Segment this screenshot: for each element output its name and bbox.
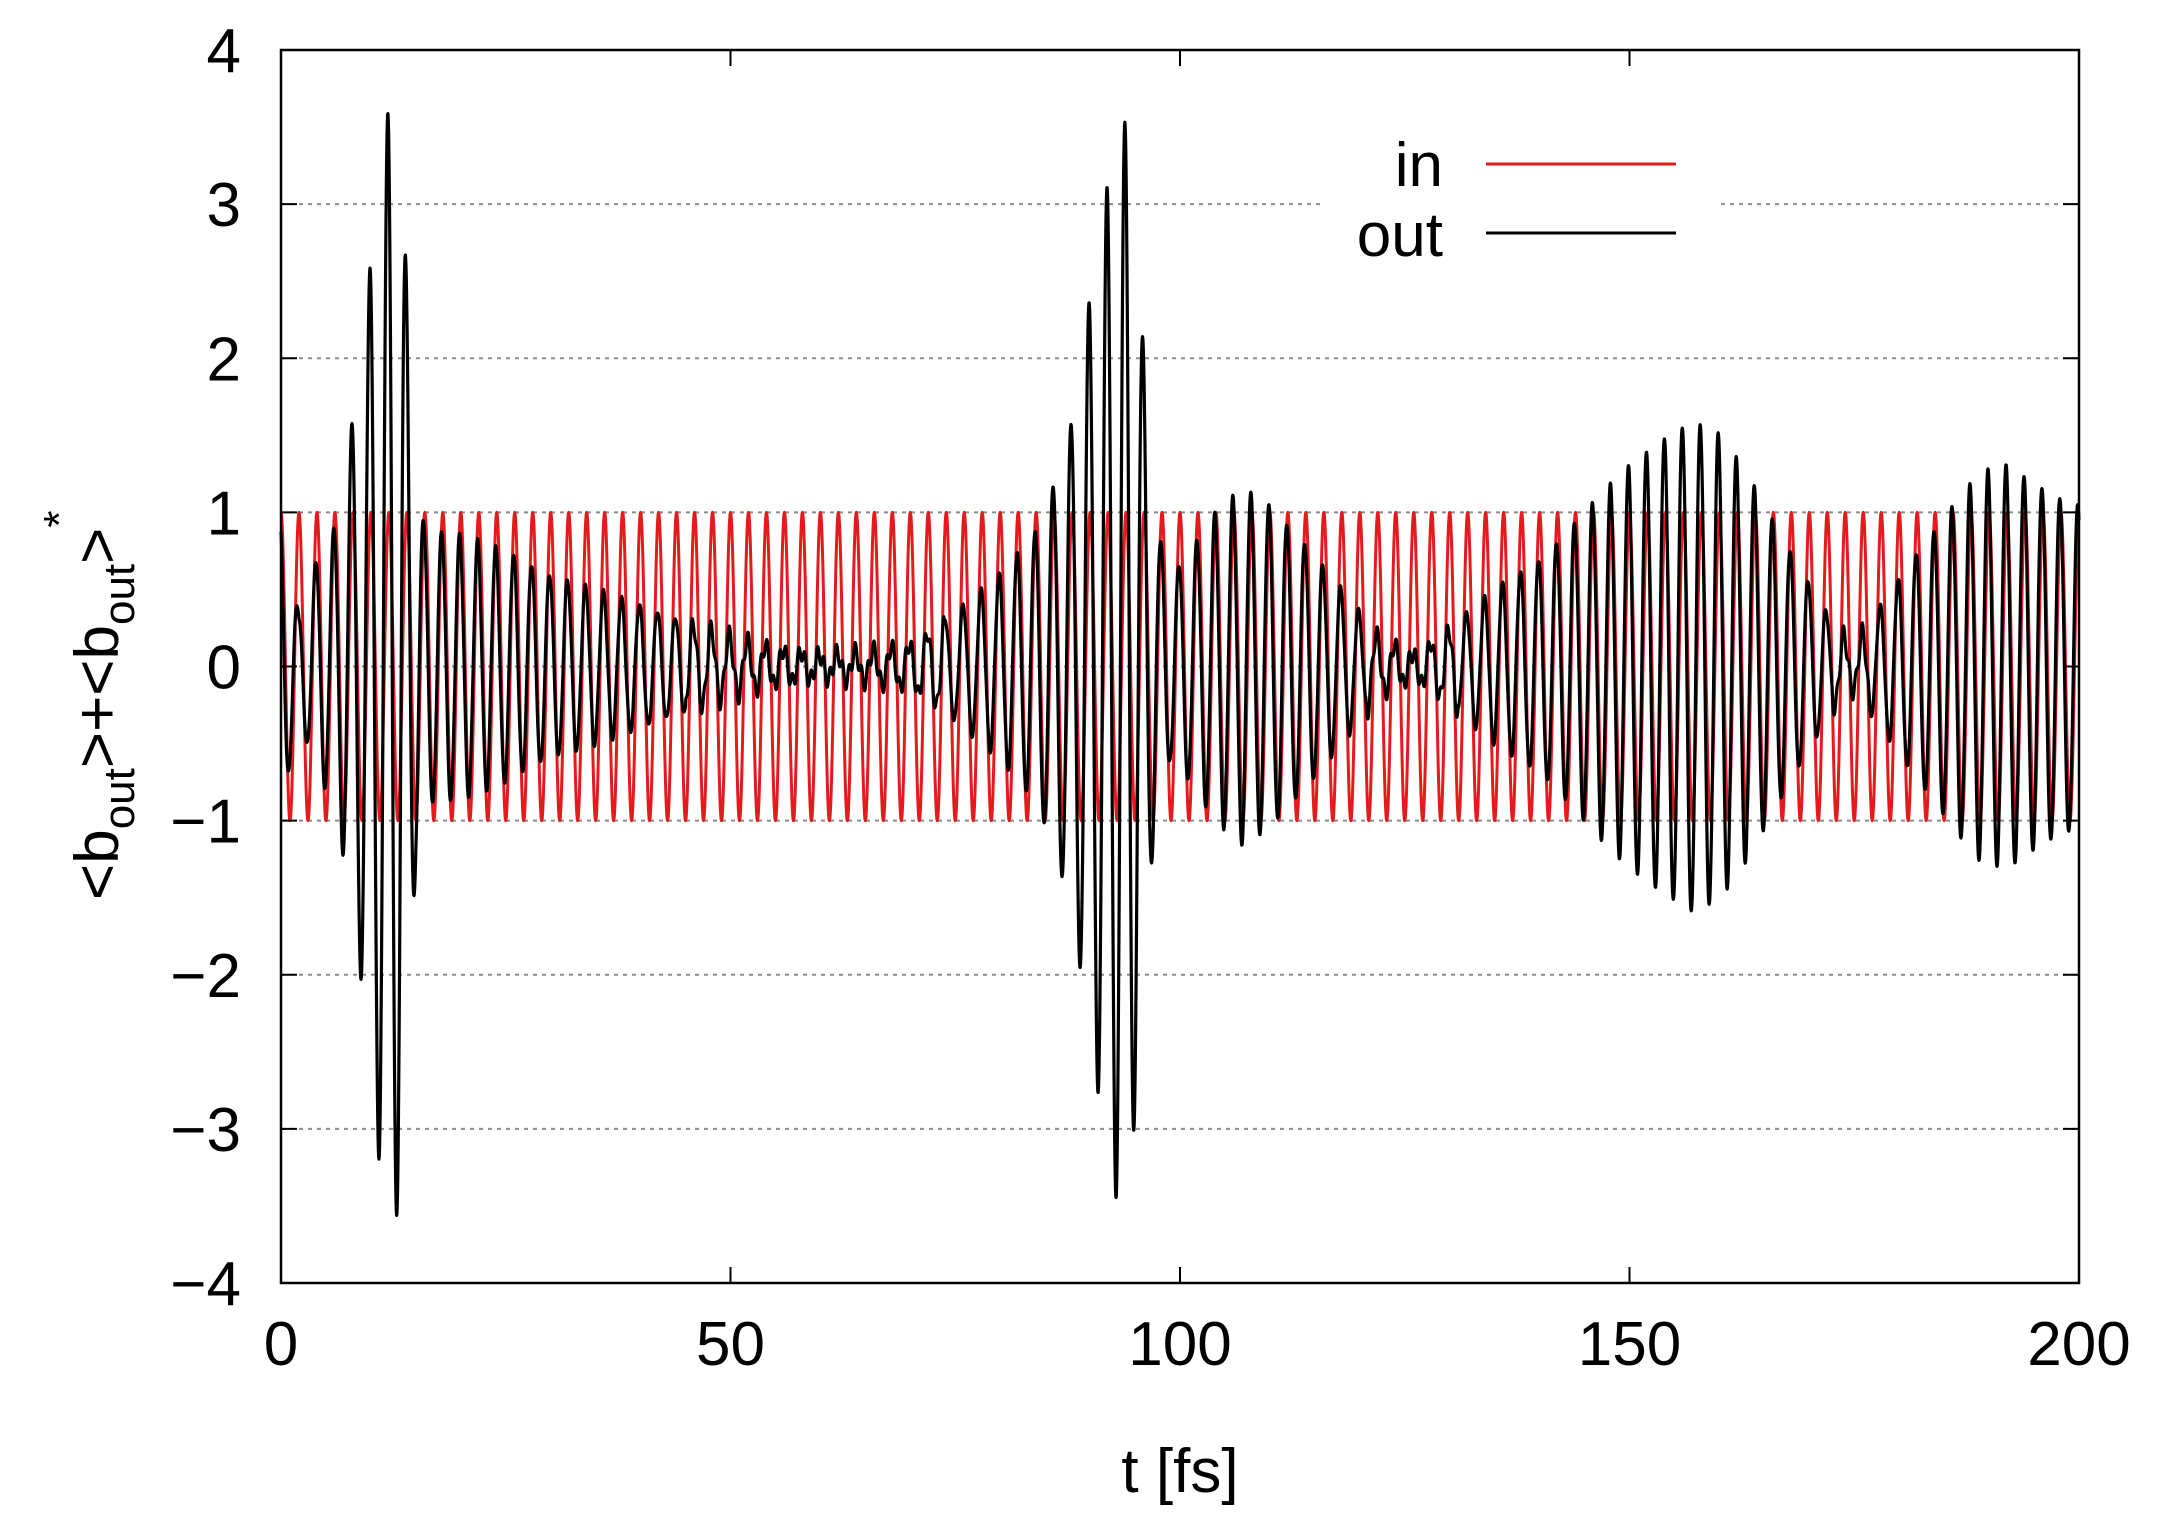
y-axis-title: <bout>+<bout>*: [35, 511, 144, 901]
y-tick-label: −4: [170, 1250, 241, 1319]
y-axis-ticks: 4 3 2 1 0 −1 −2 −3 −4: [170, 17, 2079, 1319]
legend-label-in: in: [1395, 131, 1443, 200]
x-axis-ticks: 0 50 100 150 200: [264, 50, 2131, 1379]
y-tick-label: −3: [170, 1096, 241, 1165]
x-tick-label: 100: [1128, 1310, 1231, 1379]
x-axis-title: t [fs]: [1121, 1437, 1238, 1506]
y-tick-label: −2: [170, 942, 241, 1011]
y-tick-label: −1: [170, 788, 241, 857]
legend: in out: [1320, 120, 1720, 270]
y-tick-label: 2: [207, 325, 241, 394]
y-tick-label: 0: [207, 634, 241, 703]
x-tick-label: 150: [1578, 1310, 1681, 1379]
x-tick-label: 200: [2027, 1310, 2130, 1379]
legend-background: [1320, 120, 1720, 270]
plot-frame: [279, 48, 2081, 1285]
y-tick-label: 3: [207, 171, 241, 240]
x-tick-label: 0: [264, 1310, 298, 1379]
y-tick-label: 4: [207, 17, 241, 86]
series-layer: [279, 112, 2081, 1217]
x-tick-label: 50: [696, 1310, 765, 1379]
y-tick-label: 1: [207, 479, 241, 548]
series-line-in: [279, 510, 2081, 823]
legend-label-out: out: [1357, 201, 1443, 270]
series-line-out: [279, 112, 2081, 1217]
grid-lines: [281, 203, 2079, 1130]
